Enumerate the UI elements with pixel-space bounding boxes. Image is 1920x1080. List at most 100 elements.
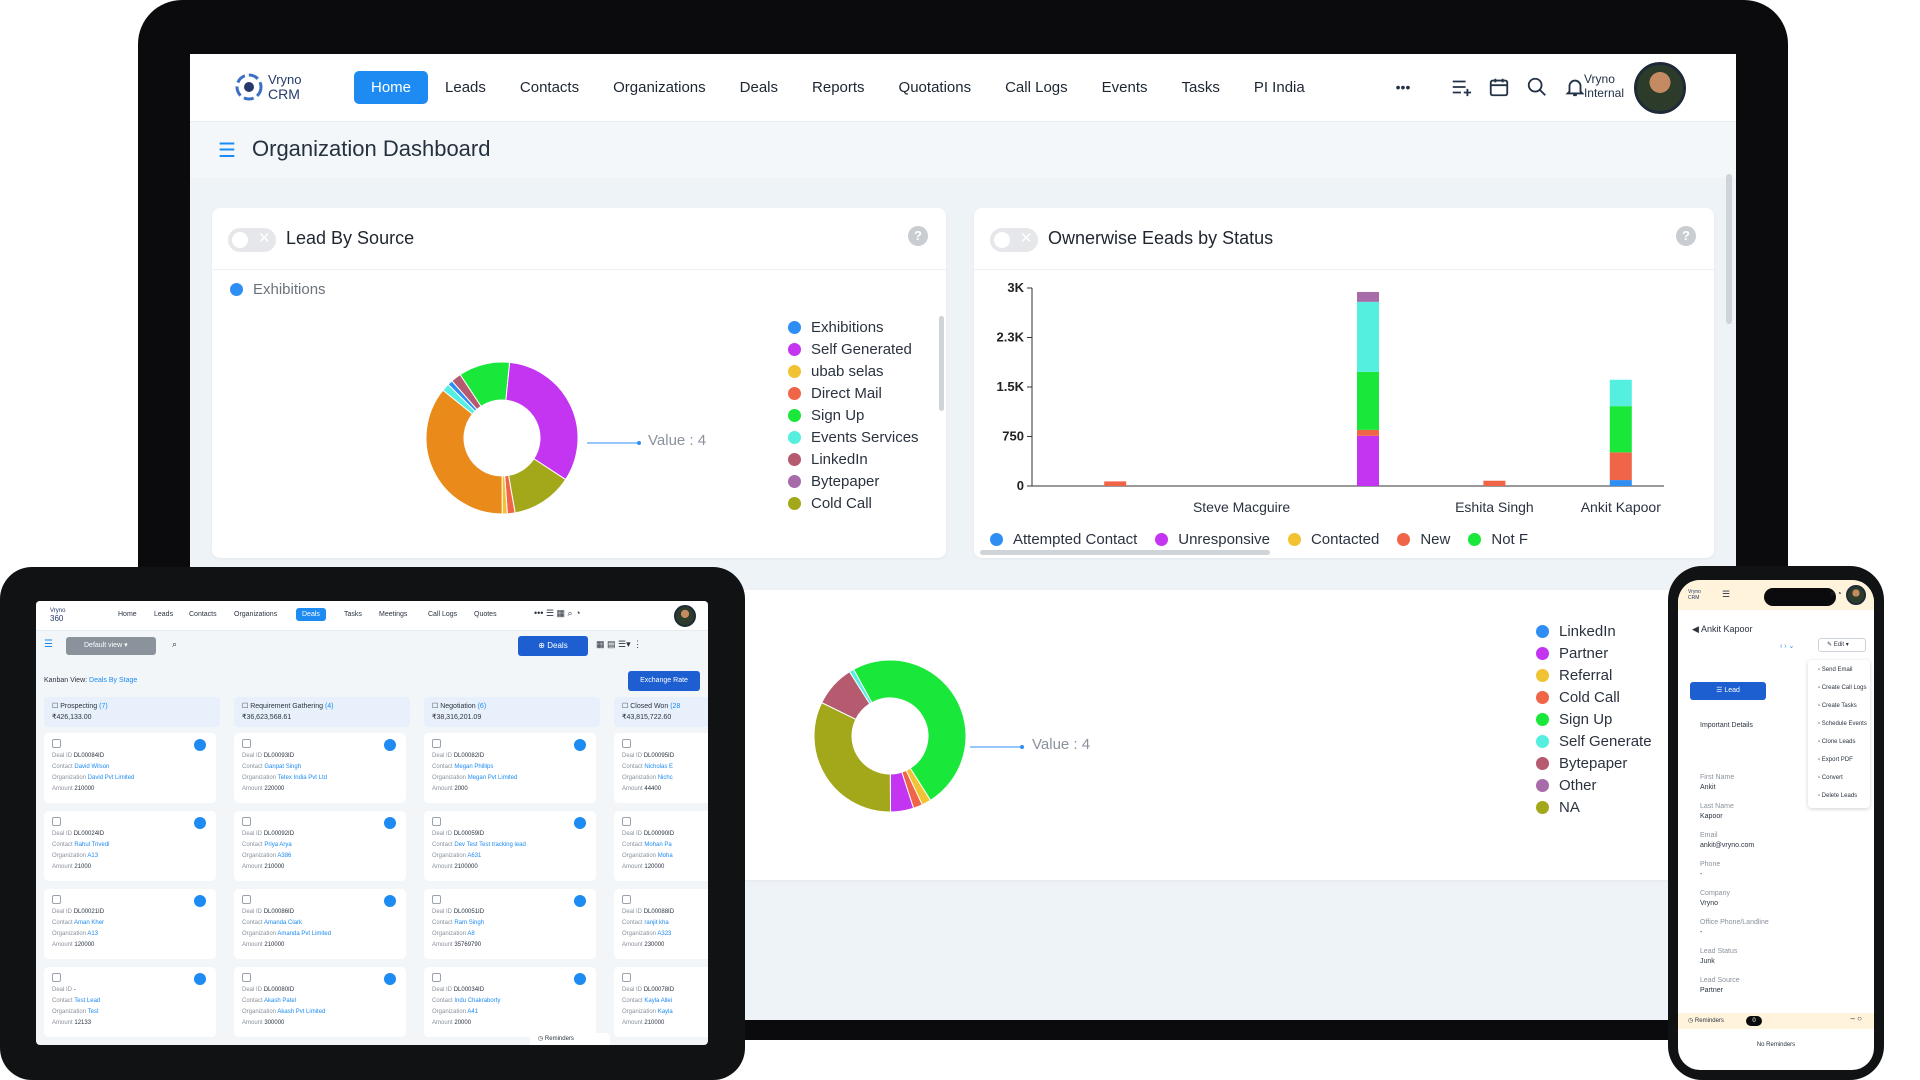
chart-toggle[interactable]: ✕ bbox=[228, 228, 276, 252]
card-status-icon[interactable] bbox=[574, 817, 586, 829]
legend-item-exhibitions[interactable]: Exhibitions bbox=[788, 316, 919, 338]
tablet-logo[interactable]: Vryno 360 bbox=[50, 607, 65, 623]
legend-item-linkedin[interactable]: LinkedIn bbox=[788, 448, 919, 470]
card-checkbox[interactable] bbox=[432, 817, 441, 826]
view-toggle-icons[interactable]: ▦ ▤ ☰▾ ⋮ bbox=[596, 639, 643, 649]
legend-item-not-f[interactable]: Not F bbox=[1468, 528, 1528, 550]
card-checkbox[interactable] bbox=[242, 895, 251, 904]
card-checkbox[interactable] bbox=[52, 817, 61, 826]
card-status-icon[interactable] bbox=[574, 739, 586, 751]
bar-segment-events[interactable] bbox=[1609, 379, 1632, 407]
bar-segment-unresponsive[interactable] bbox=[1357, 435, 1379, 486]
menu-item-create-tasks[interactable]: ▫ Create Tasks bbox=[1818, 703, 1857, 709]
legend-item-self-generated[interactable]: Self Generated bbox=[788, 338, 919, 360]
nav-deals[interactable]: Deals bbox=[739, 79, 779, 96]
card-status-icon[interactable] bbox=[574, 973, 586, 985]
more-icon[interactable]: ••• bbox=[1395, 79, 1411, 95]
bar-segment-new[interactable] bbox=[1104, 481, 1127, 486]
card-checkbox[interactable] bbox=[622, 973, 631, 982]
page-scrollbar[interactable] bbox=[1726, 174, 1732, 324]
legend-item-bytepaper[interactable]: Bytepaper bbox=[788, 470, 919, 492]
pie-slice-sign-up[interactable] bbox=[852, 659, 967, 802]
legend-item-cold-call[interactable]: Cold Call bbox=[788, 492, 919, 514]
user-name[interactable]: Vryno Internal bbox=[1584, 72, 1624, 100]
legend-item-events-services[interactable]: Events Services bbox=[788, 426, 919, 448]
deal-card[interactable]: Deal ID DL00092ID Contact Priya Arya Organ… bbox=[234, 811, 406, 881]
menu-item-delete-leads[interactable]: ▫ Delete Leads bbox=[1818, 793, 1858, 799]
card-checkbox[interactable] bbox=[242, 739, 251, 748]
card-status-icon[interactable] bbox=[384, 817, 396, 829]
card-checkbox[interactable] bbox=[432, 973, 441, 982]
chart-toggle[interactable]: ✕ bbox=[990, 228, 1038, 252]
card-status-icon[interactable] bbox=[194, 895, 206, 907]
legend-scrollbar[interactable] bbox=[939, 316, 944, 411]
card-status-icon[interactable] bbox=[194, 739, 206, 751]
card-checkbox[interactable] bbox=[52, 973, 61, 982]
deal-card[interactable]: Deal ID DL00095ID Contact Nicholas E Organ… bbox=[614, 733, 708, 803]
nav-events[interactable]: Events bbox=[1101, 79, 1148, 96]
nav-organizations[interactable]: Organizations bbox=[613, 79, 706, 96]
menu-item-export-pdf[interactable]: ▫ Export PDF bbox=[1818, 757, 1853, 763]
card-status-icon[interactable] bbox=[384, 895, 396, 907]
tablet-nav-deals[interactable]: Deals bbox=[296, 608, 326, 621]
help-icon[interactable]: ? bbox=[908, 226, 928, 246]
deal-card[interactable]: Deal ID DL00090ID Contact Mohan Pa Organiz… bbox=[614, 811, 708, 881]
card-checkbox[interactable] bbox=[52, 895, 61, 904]
edit-button[interactable]: ✎ Edit ▾ bbox=[1818, 638, 1866, 652]
bar-segment-not-f[interactable] bbox=[1357, 371, 1379, 430]
legend-item-linkedin[interactable]: LinkedIn bbox=[1536, 620, 1652, 642]
card-checkbox[interactable] bbox=[622, 895, 631, 904]
legend-item-direct-mail[interactable]: Direct Mail bbox=[788, 382, 919, 404]
menu-item-clone-leads[interactable]: ▫ Clone Leads bbox=[1818, 739, 1856, 745]
bell-icon[interactable] bbox=[1564, 76, 1586, 98]
kanban-value[interactable]: Deals By Stage bbox=[89, 677, 138, 684]
card-checkbox[interactable] bbox=[432, 895, 441, 904]
tablet-nav-home[interactable]: Home bbox=[118, 611, 137, 618]
deal-card[interactable]: Deal ID DL00078ID Contact Kayla Allei Orga… bbox=[614, 967, 708, 1037]
kanban-column-header[interactable]: ☐ Closed Won (28 ₹43,815,722.60 bbox=[614, 697, 708, 727]
tablet-nav-leads[interactable]: Leads bbox=[154, 611, 174, 618]
field-value-first-name[interactable]: Ankit bbox=[1700, 784, 1716, 791]
help-icon[interactable]: ? bbox=[1676, 226, 1696, 246]
kanban-column-header[interactable]: ☐ Prospecting (7) ₹426,133.00 bbox=[44, 697, 220, 727]
phone-reminders-bar[interactable]: ◷ Reminders 0 – ○ bbox=[1678, 1013, 1874, 1029]
tablet-avatar[interactable] bbox=[674, 605, 696, 627]
card-status-icon[interactable] bbox=[574, 895, 586, 907]
lead-button[interactable]: ☰ Lead bbox=[1690, 682, 1766, 700]
legend-item-referral[interactable]: Referral bbox=[1536, 664, 1652, 686]
record-nav-arrows[interactable]: ‹ › ⌄ bbox=[1780, 643, 1795, 650]
legend-item-ubab-selas[interactable]: ubab selas bbox=[788, 360, 919, 382]
tablet-toolbar-icons[interactable]: ••• ☰ ▦ ⌕ ◔ bbox=[534, 608, 581, 618]
deal-card[interactable]: Deal ID DL00034ID Contact Indu Chakrabort… bbox=[424, 967, 596, 1037]
field-value-phone[interactable]: - bbox=[1700, 871, 1703, 878]
card-checkbox[interactable] bbox=[432, 739, 441, 748]
vryno-logo[interactable]: Vryno CRM bbox=[234, 70, 314, 106]
legend-item-self-generate[interactable]: Self Generate bbox=[1536, 730, 1652, 752]
pie-slice-sign-up[interactable] bbox=[459, 361, 511, 407]
tablet-nav-tasks[interactable]: Tasks bbox=[344, 611, 362, 618]
nav-home[interactable]: Home bbox=[354, 71, 429, 104]
bar-segment-events[interactable] bbox=[1357, 301, 1379, 372]
deal-card[interactable]: Deal ID DL00059ID Contact Dev Test Test t… bbox=[424, 811, 596, 881]
search-icon[interactable] bbox=[1526, 76, 1548, 98]
legend-item-partner[interactable]: Partner bbox=[1536, 642, 1652, 664]
legend-item-sign-up[interactable]: Sign Up bbox=[1536, 708, 1652, 730]
bar-segment-new[interactable] bbox=[1609, 452, 1632, 481]
phone-toolbar-icons[interactable]: ⌕ ◔ bbox=[1830, 589, 1842, 598]
legend-item-sign-up[interactable]: Sign Up bbox=[788, 404, 919, 426]
card-checkbox[interactable] bbox=[52, 739, 61, 748]
deal-card[interactable]: Deal ID - Contact Test Lead Organization T… bbox=[44, 967, 216, 1037]
tablet-search-icon[interactable]: ⌕ bbox=[172, 639, 178, 649]
deal-card[interactable]: Deal ID DL00021ID Contact Aman Kher Organi… bbox=[44, 889, 216, 959]
kanban-column-header[interactable]: ☐ Requirement Gathering (4) ₹36,623,568.6… bbox=[234, 697, 410, 727]
card-checkbox[interactable] bbox=[242, 817, 251, 826]
selected-legend[interactable]: Exhibitions bbox=[230, 278, 326, 300]
legend-item-attempted-contact[interactable]: Attempted Contact bbox=[990, 528, 1137, 550]
nav-quotations[interactable]: Quotations bbox=[898, 79, 972, 96]
nav-reports[interactable]: Reports bbox=[812, 79, 865, 96]
avatar[interactable] bbox=[1634, 62, 1686, 114]
bar-segment-bytepaper[interactable] bbox=[1357, 291, 1379, 302]
field-value-lead-source[interactable]: Partner bbox=[1700, 987, 1723, 994]
bar-segment-new[interactable] bbox=[1483, 480, 1506, 486]
phone-logo[interactable]: Vryno CRM bbox=[1688, 589, 1701, 601]
